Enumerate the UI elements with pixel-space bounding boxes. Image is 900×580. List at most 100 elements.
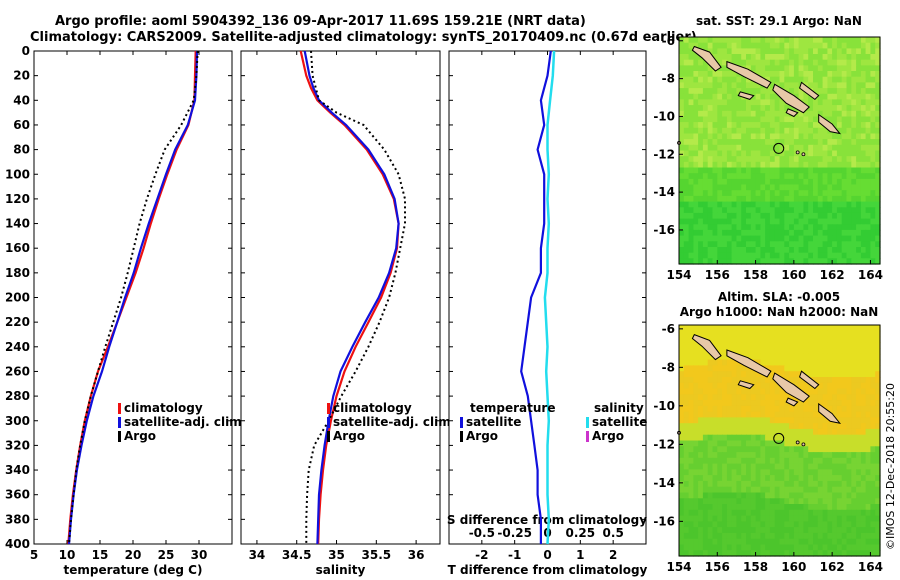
map-cell [760, 353, 766, 361]
map-cell [774, 336, 781, 343]
map-cell [827, 377, 833, 384]
series-line-argo [68, 50, 199, 545]
map-cell [750, 99, 757, 106]
map-cell [755, 122, 761, 129]
map-cell [832, 400, 838, 407]
map-cell [746, 480, 752, 488]
map-cell [860, 218, 867, 225]
map-cell [693, 469, 699, 476]
map-cell [779, 342, 785, 349]
map-cell [760, 417, 766, 424]
map-cell [832, 247, 838, 254]
map-y-tick-label: -16 [653, 223, 675, 237]
map-cell [746, 532, 752, 540]
map-cell [808, 116, 814, 123]
map-cell [717, 207, 723, 214]
map-cell [808, 37, 814, 44]
map-cell [832, 371, 838, 378]
map-cell [832, 218, 838, 225]
map-cell [779, 405, 785, 413]
map-cell [679, 71, 685, 78]
map-cell [746, 428, 752, 436]
map-cell [741, 400, 747, 407]
map-cell [841, 417, 848, 424]
map-cell [779, 48, 785, 55]
map-cell [865, 110, 871, 118]
map-cell [760, 504, 766, 511]
map-cell [760, 377, 766, 384]
map-cell [779, 359, 785, 366]
map-cell [822, 139, 828, 146]
map-cell [841, 105, 848, 112]
map-cell [841, 428, 848, 436]
map-cell [875, 161, 881, 169]
map-cell [688, 122, 694, 129]
map-cell [817, 133, 824, 140]
map-cell [841, 509, 848, 517]
map-cell [875, 122, 881, 129]
map-cell [693, 492, 699, 499]
map-cell [774, 195, 781, 203]
map-cell [832, 330, 838, 338]
map-cell [817, 224, 824, 231]
map-cell [698, 457, 704, 465]
map-cell [683, 48, 690, 55]
map-cell [769, 207, 776, 214]
map-cell [813, 207, 819, 214]
map-cell [865, 423, 871, 430]
map-cell [836, 394, 843, 401]
map-cell [741, 173, 747, 180]
map-cell [784, 127, 790, 135]
map-cell [870, 258, 876, 265]
map-cell [702, 127, 709, 135]
map-cell [741, 365, 747, 372]
map-cell [726, 544, 733, 551]
map-cell [846, 457, 852, 465]
map-cell [865, 224, 871, 231]
map-cell [860, 509, 867, 517]
map-cell [679, 463, 685, 470]
map-cell [822, 359, 828, 366]
map-cell [712, 195, 718, 203]
map-cell [813, 515, 819, 522]
map-cell [736, 150, 742, 157]
map-cell [769, 48, 776, 55]
map-cell [731, 452, 737, 459]
map-cell [726, 110, 733, 118]
map-cell [688, 173, 694, 180]
map-cell [760, 167, 766, 174]
map-cell [856, 48, 862, 55]
map-cell [793, 492, 800, 499]
map-cell [712, 411, 718, 418]
map-cell [856, 434, 862, 442]
map-cell [808, 133, 814, 140]
map-cell [779, 150, 785, 157]
map-cell [813, 498, 819, 505]
map-cell [832, 252, 838, 259]
map-cell [851, 325, 857, 332]
map-cell [760, 463, 766, 470]
map-cell [817, 252, 824, 259]
map-cell [808, 122, 814, 129]
map-cell [746, 498, 752, 505]
map-cell [683, 71, 690, 78]
map-cell [712, 71, 718, 78]
map-cell [875, 127, 881, 135]
map-cell [679, 388, 685, 395]
map-cell [741, 342, 747, 349]
map-cell [784, 65, 790, 72]
map-cell [870, 105, 876, 112]
map-cell [717, 247, 723, 254]
map-cell [702, 388, 709, 395]
map-cell [755, 42, 761, 49]
map-cell [722, 544, 728, 551]
map-cell [836, 325, 843, 332]
map-cell [822, 521, 828, 528]
map-cell [789, 42, 795, 49]
map-cell [875, 207, 881, 214]
map-cell [712, 54, 718, 61]
map-cell [722, 515, 728, 522]
map-cell [803, 133, 809, 140]
map-cell [832, 59, 838, 66]
